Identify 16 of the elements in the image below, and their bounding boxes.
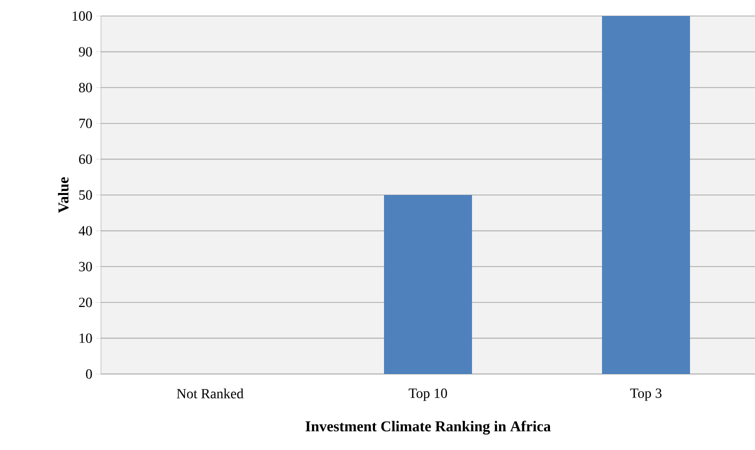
y-tick-label: 100 bbox=[72, 11, 92, 21]
y-tick-label: 80 bbox=[79, 82, 92, 92]
y-tick-label: 70 bbox=[79, 118, 92, 128]
y-tick-label: 30 bbox=[79, 262, 92, 272]
y-tick-label: 40 bbox=[78, 226, 92, 236]
x-tick-label: Top 3 bbox=[630, 388, 662, 401]
y-tick-label: 50 bbox=[79, 190, 92, 200]
x-axis-title: Investment Climate Ranking in Africa bbox=[306, 420, 551, 435]
y-tick-label: 10 bbox=[80, 333, 92, 343]
y-tick-label: 0 bbox=[86, 369, 92, 379]
y-tick-label: 90 bbox=[78, 47, 92, 57]
y-tick-label: 20 bbox=[79, 298, 92, 308]
x-tick-label: Not Ranked bbox=[176, 388, 244, 398]
y-tick-label: 60 bbox=[79, 154, 92, 164]
y-axis-title: Value bbox=[58, 177, 69, 213]
x-tick-label: Top 10 bbox=[408, 388, 447, 401]
